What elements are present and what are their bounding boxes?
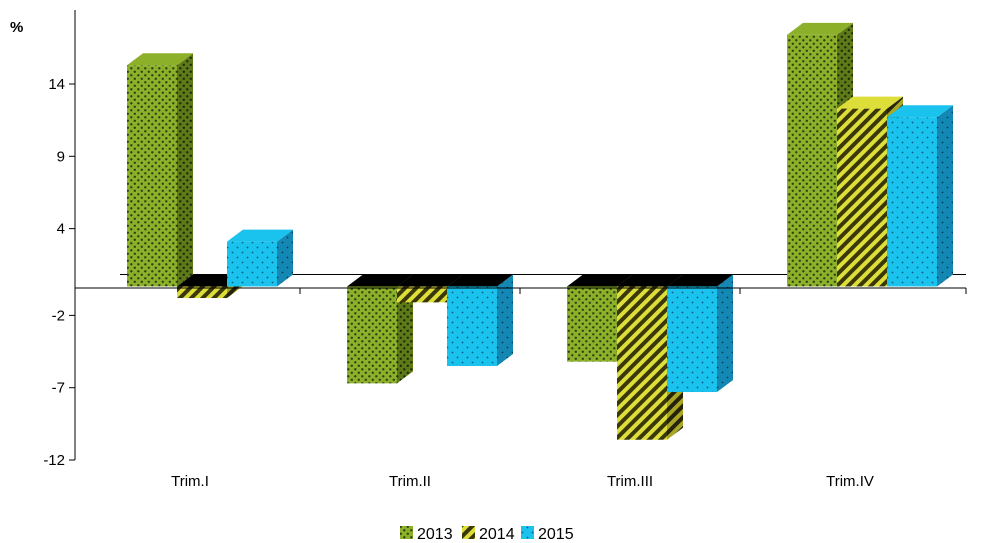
legend-swatch bbox=[521, 526, 534, 539]
bar-front bbox=[787, 34, 837, 287]
bar-front bbox=[567, 286, 617, 362]
bar-front bbox=[887, 117, 937, 287]
bar-front bbox=[177, 286, 227, 299]
bar-top bbox=[887, 105, 953, 118]
bar-top bbox=[127, 53, 193, 66]
bar-side bbox=[177, 53, 193, 287]
bar-front bbox=[227, 241, 277, 287]
bar-top bbox=[787, 22, 853, 35]
category-label: Trim.III bbox=[607, 473, 653, 490]
legend-item-2014: 2014 bbox=[462, 526, 515, 543]
y-tick-label: -2 bbox=[52, 307, 65, 324]
bar-front bbox=[347, 286, 397, 384]
bars bbox=[127, 22, 953, 440]
legend: 2013 2014 2015 bbox=[400, 526, 574, 543]
category-label: Trim.I bbox=[171, 473, 209, 490]
legend-item-2015: 2015 bbox=[521, 526, 574, 543]
bar-top bbox=[837, 96, 903, 109]
legend-label: 2014 bbox=[479, 526, 515, 543]
legend-swatch bbox=[462, 526, 475, 539]
bar-2013-trimi bbox=[127, 53, 193, 287]
bar-front bbox=[837, 108, 887, 287]
y-tick-label: -12 bbox=[43, 452, 65, 469]
bar-top bbox=[347, 274, 413, 287]
bar-side bbox=[277, 229, 293, 287]
bar-front bbox=[447, 286, 497, 366]
bar-2015-trimii bbox=[447, 274, 513, 366]
y-tick-label: 9 bbox=[57, 148, 65, 165]
bar-2015-trimi bbox=[227, 229, 293, 287]
bar-top bbox=[177, 274, 243, 287]
bar-front bbox=[397, 286, 447, 303]
bar-2015-trimiv bbox=[887, 105, 953, 287]
y-tick-label: 4 bbox=[57, 221, 65, 238]
legend-label: 2013 bbox=[417, 526, 453, 543]
bar-top bbox=[227, 229, 293, 242]
y-tick-label: -7 bbox=[52, 380, 65, 397]
bar-side bbox=[717, 274, 733, 393]
bar-top bbox=[447, 274, 513, 287]
bar-side bbox=[497, 274, 513, 366]
y-unit-label: % bbox=[10, 19, 23, 36]
category-labels: Trim.I Trim.II Trim.III Trim.IV bbox=[171, 473, 874, 490]
bar-2014-trimiii bbox=[617, 274, 683, 440]
bar-top bbox=[667, 274, 733, 287]
bar-top bbox=[397, 274, 463, 287]
legend-label: 2015 bbox=[538, 526, 574, 543]
bar-top bbox=[617, 274, 683, 287]
bar-front bbox=[617, 286, 667, 440]
bar-front bbox=[127, 65, 177, 287]
legend-swatch bbox=[400, 526, 413, 539]
bar-2015-trimiii bbox=[667, 274, 733, 393]
bar-front bbox=[667, 286, 717, 393]
category-label: Trim.II bbox=[389, 473, 431, 490]
bar-top bbox=[567, 274, 633, 287]
y-tick-labels: 14 9 4 -2 -7 -12 bbox=[43, 76, 75, 469]
y-tick-label: 14 bbox=[48, 76, 65, 93]
bar-side bbox=[937, 105, 953, 287]
category-label: Trim.IV bbox=[826, 473, 874, 490]
legend-item-2013: 2013 bbox=[400, 526, 453, 543]
axes bbox=[74, 10, 967, 460]
